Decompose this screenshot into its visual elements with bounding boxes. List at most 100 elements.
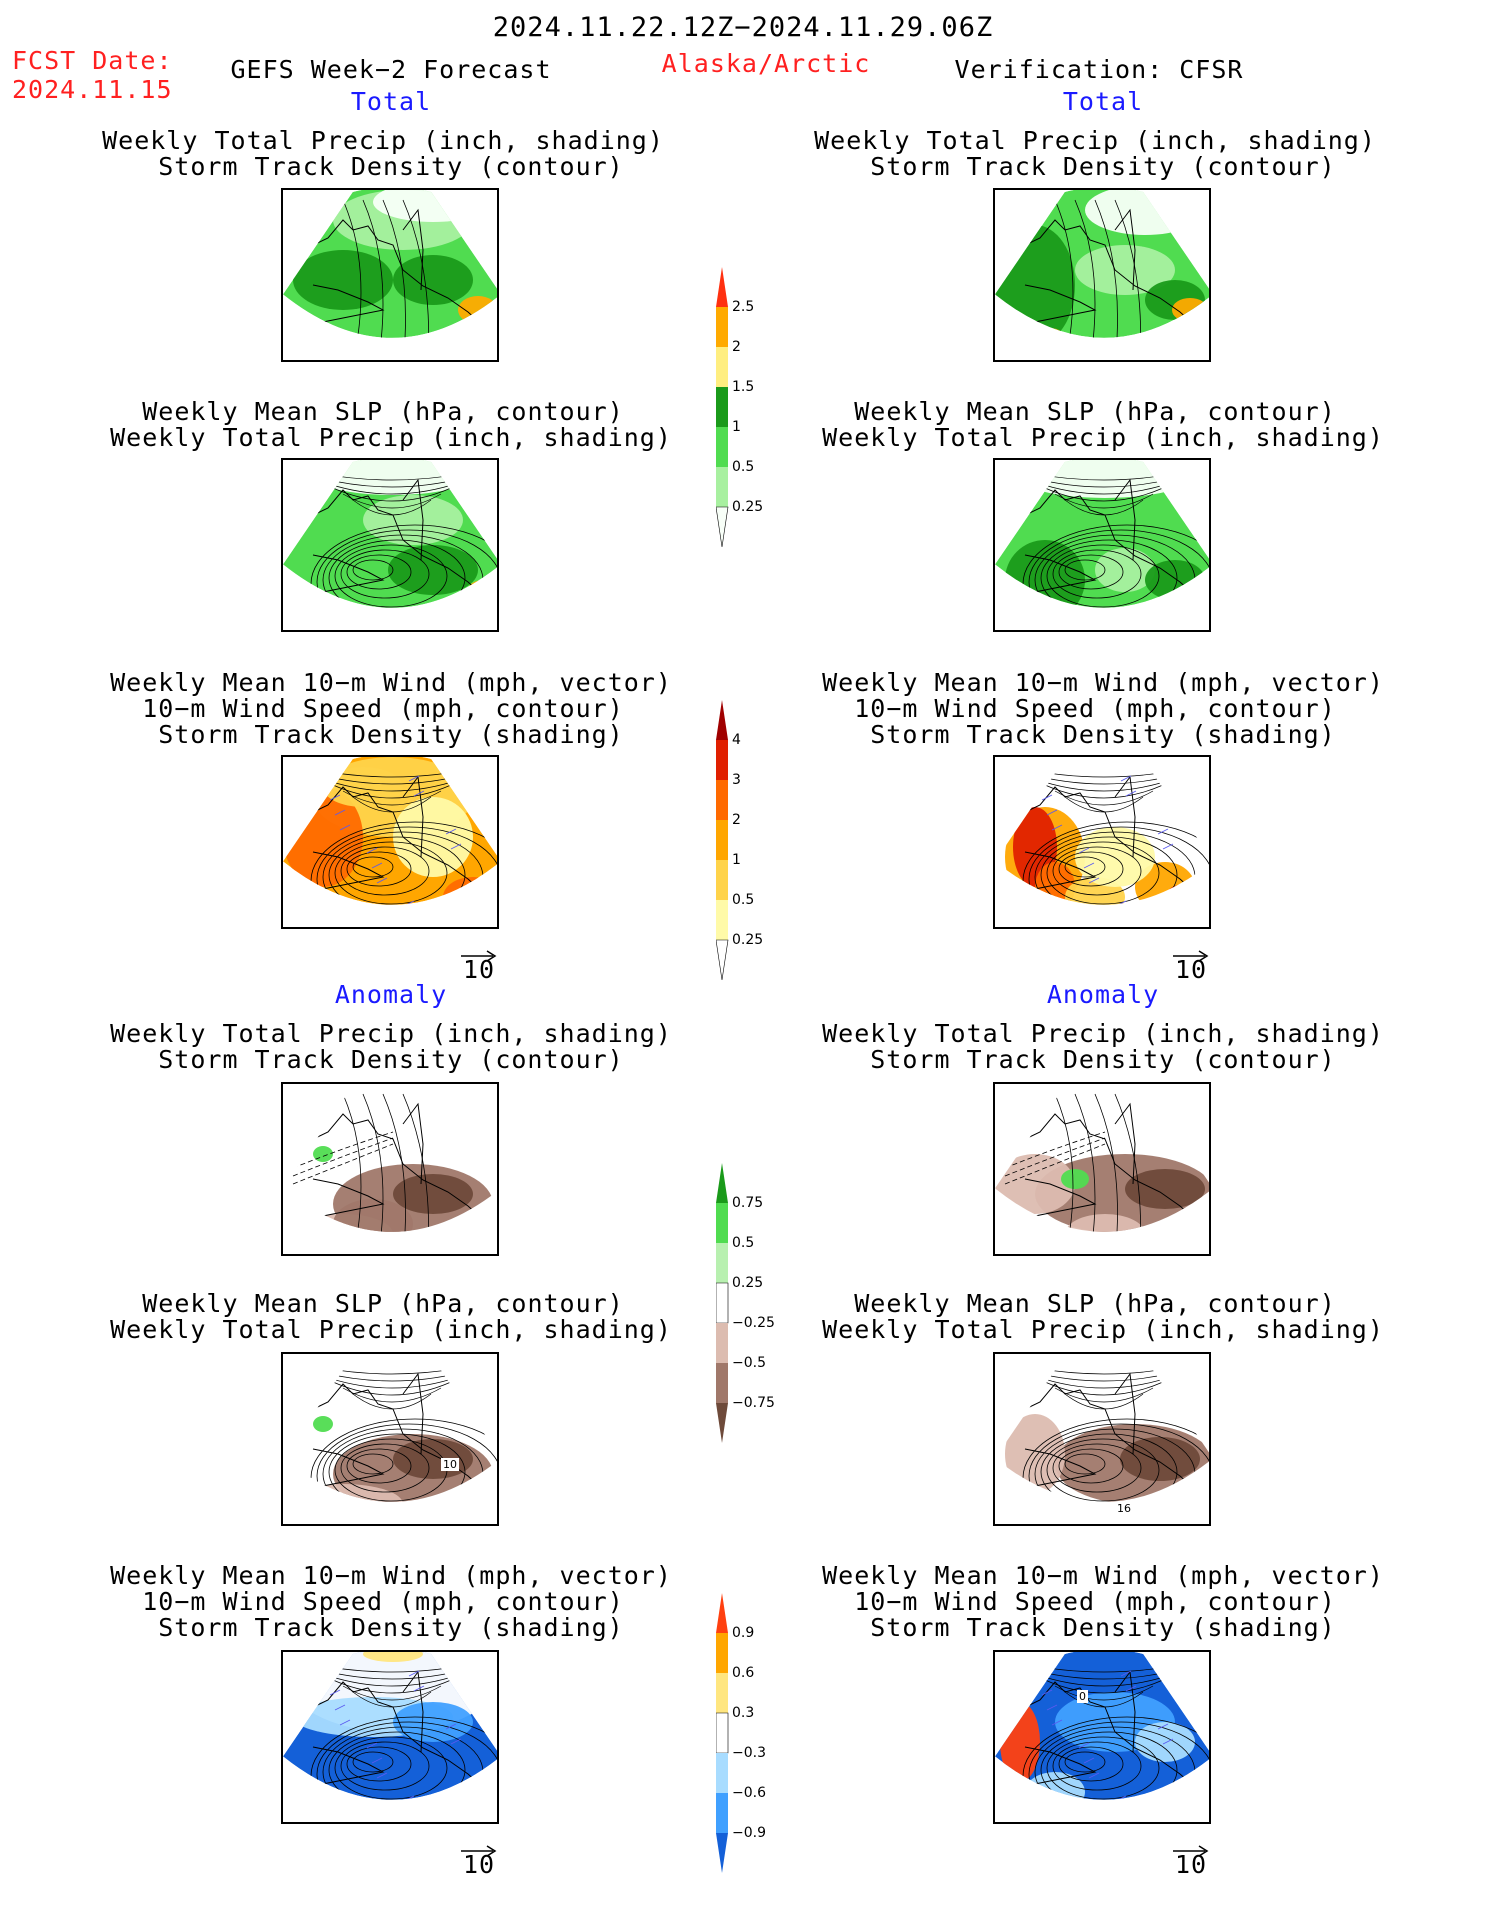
wind-vector (482, 881, 494, 888)
contour-line (1114, 1093, 1142, 1232)
colorbar-tick-label: 3 (732, 772, 741, 788)
wind-vector (1046, 809, 1058, 816)
contour-line (342, 790, 442, 806)
map-field-shade (995, 1154, 1075, 1214)
wind-vector (1088, 877, 1100, 884)
vector-reference-value: 10 (1175, 1850, 1208, 1879)
wind-vector (1162, 843, 1174, 850)
map-canvas (995, 757, 1209, 905)
colorbar-precip-total: 2.5 2 1.5 1 0.5 0.25 (715, 267, 806, 553)
map-field-shade (323, 767, 403, 807)
colorbar-swatch (716, 740, 728, 780)
contour-line (1046, 841, 1160, 905)
map-field-shade (393, 1702, 473, 1742)
wind-vector (1041, 794, 1053, 801)
wind-vector (408, 775, 420, 782)
section-anomaly-right: Anomaly (1046, 980, 1160, 1009)
map-canvas (283, 1652, 497, 1800)
colorbar-tick-label: 4 (732, 732, 741, 748)
colorbar-swatch (715, 939, 729, 981)
contour-line (346, 851, 412, 887)
map-field-shade (469, 892, 497, 905)
contour-line (292, 1137, 394, 1177)
map-field-shade (1183, 582, 1207, 602)
map-gefs-total-slp (281, 458, 499, 632)
colorbar-storm-anom: 0.9 0.6 0.3 −0.3 −0.6 −0.9 (715, 1593, 806, 1879)
arrow-icon (1173, 950, 1209, 962)
map-gefs-total-wind (281, 755, 499, 929)
arrow-icon (461, 1845, 497, 1857)
contour-line (328, 1731, 466, 1800)
verification-label: Verification: CFSR (954, 55, 1244, 84)
caption-r2-a: Weekly Mean SLP (hPa, contour) (854, 397, 1336, 426)
colorbar-swatch (716, 1243, 728, 1283)
wind-vector (302, 771, 314, 778)
map-field-shade (1000, 1702, 1040, 1782)
colorbar-tick-label: −0.75 (732, 1395, 775, 1411)
colorbar-tick-label: 0.5 (732, 459, 755, 475)
contour-line (346, 1746, 412, 1782)
wind-vector (339, 1719, 351, 1726)
colorbar-tick-label: 1.5 (732, 379, 755, 395)
colorbar-tick-label: −0.3 (732, 1745, 766, 1761)
wind-vector (1194, 881, 1206, 888)
wind-vector (1014, 771, 1026, 778)
contour-line (316, 1423, 497, 1502)
contour-line (1054, 1093, 1074, 1232)
contour-line (362, 1093, 384, 1232)
map-field-shade (393, 255, 473, 305)
contour-line (346, 1448, 412, 1484)
contour-line (1054, 1387, 1154, 1403)
contour-line (1040, 1731, 1178, 1800)
colorbar-swatches (715, 1163, 729, 1443)
contour-line (382, 199, 406, 338)
wind-vector (1162, 1738, 1174, 1745)
contour-line (1052, 1443, 1142, 1493)
contour-line (1064, 1751, 1106, 1773)
map-field-shade (1065, 877, 1125, 905)
wind-vector (450, 1738, 462, 1745)
wind-vector (1120, 775, 1132, 782)
arrow-icon (461, 950, 497, 962)
caption-r3-b: 10−m Wind Speed (mph, contour) (854, 694, 1336, 723)
wind-vector (408, 1670, 420, 1677)
wind-vector (329, 1689, 341, 1696)
contour-line (1054, 493, 1154, 509)
colorbar-tick-label: 0.9 (732, 1625, 755, 1641)
contour-line (1058, 1746, 1124, 1782)
wind-vector (1157, 1723, 1169, 1730)
contour-line (334, 841, 448, 905)
map-field-shade (1005, 540, 1085, 608)
contour-label: 0 (1077, 1690, 1088, 1703)
map-canvas (283, 1084, 497, 1232)
contour-line (1054, 1685, 1154, 1701)
wind-vector (1046, 1704, 1058, 1711)
contour-line (322, 1673, 462, 1687)
contour-line (322, 1375, 462, 1389)
map-field-shade (1021, 324, 1049, 338)
contour-line (1064, 1453, 1106, 1475)
contour-line (1040, 1433, 1178, 1502)
region-name: Alaska/Arctic (661, 49, 871, 78)
colorbar-swatch (716, 1793, 728, 1833)
wind-vector (334, 809, 346, 816)
contour-line (342, 199, 362, 338)
colorbar-tick-label: −0.6 (732, 1785, 766, 1801)
map-field-shade (467, 580, 497, 604)
map-field-shade (1015, 1219, 1055, 1232)
contour-line (328, 1433, 466, 1502)
contour-line (1064, 856, 1106, 878)
map-field-shade (1025, 1772, 1085, 1800)
colorbar-tick-label: −0.25 (732, 1315, 775, 1331)
map-field-shade (293, 250, 393, 310)
contour-line (328, 539, 466, 608)
colorbar-swatch (715, 1712, 729, 1754)
map-field-shade (1005, 460, 1205, 498)
colorbar-tick-label: 2 (732, 339, 741, 355)
map-field-shade (1005, 1414, 1065, 1494)
wind-vector (445, 1723, 457, 1730)
contour-line (1046, 1438, 1160, 1502)
wind-vector (1115, 1795, 1127, 1800)
wind-vector (403, 1795, 415, 1800)
caption-r5-b: Weekly Total Precip (inch, shading) (822, 1315, 1384, 1344)
